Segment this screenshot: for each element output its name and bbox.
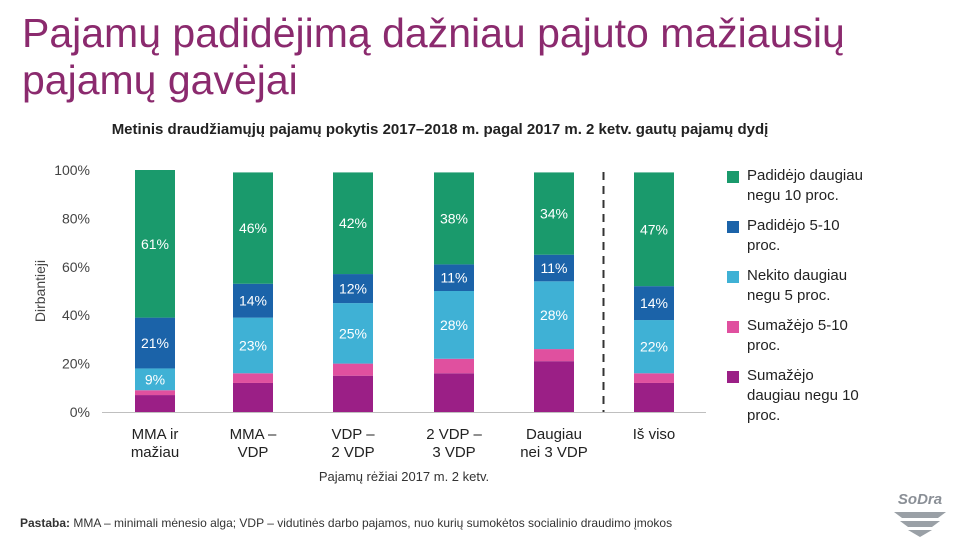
y-tick-label: 40% bbox=[62, 307, 90, 323]
x-tick-label: nei 3 VDP bbox=[520, 444, 588, 461]
data-label: 14% bbox=[640, 295, 668, 311]
bar-segment bbox=[434, 373, 474, 412]
x-tick-label: VDP – bbox=[331, 426, 375, 443]
bar-segment bbox=[135, 395, 175, 412]
legend-label: Sumažėjo daugiau negu 10 proc. bbox=[747, 367, 859, 424]
bar-segment bbox=[634, 382, 674, 412]
y-tick-label: 100% bbox=[54, 162, 90, 178]
bar-segment bbox=[333, 375, 373, 412]
legend-item: Nekito daugiau negu 5 proc. bbox=[727, 266, 937, 312]
legend-label: Padidėjo daugiau negu 10 proc. bbox=[747, 167, 863, 204]
data-label: 25% bbox=[339, 325, 367, 341]
bar-segment bbox=[434, 291, 474, 359]
bar-segment bbox=[233, 317, 273, 374]
data-label: 11% bbox=[441, 270, 468, 286]
bar-segment bbox=[135, 170, 175, 318]
x-tick-label: 2 VDP – bbox=[426, 426, 482, 443]
legend-swatch bbox=[727, 221, 739, 233]
bar-segment bbox=[135, 390, 175, 396]
footnote-text: MMA – minimali mėnesio alga; VDP – vidut… bbox=[70, 516, 673, 530]
data-label: 61% bbox=[141, 236, 169, 252]
legend-item: Padidėjo 5-10 proc. bbox=[727, 216, 937, 262]
legend-swatch bbox=[727, 271, 739, 283]
y-tick-label: 0% bbox=[70, 404, 90, 420]
bar-segment bbox=[534, 349, 574, 362]
data-label: 42% bbox=[339, 215, 367, 231]
chart-title: Metinis draudžiamųjų pajamų pokytis 2017… bbox=[111, 121, 769, 138]
y-tick-label: 20% bbox=[62, 356, 90, 372]
bar-segment bbox=[135, 368, 175, 391]
data-label: 46% bbox=[239, 220, 267, 236]
bar-segment bbox=[634, 286, 674, 321]
slide-title: Pajamų padidėjimą dažniau pajuto mažiaus… bbox=[22, 10, 845, 103]
data-label: 9% bbox=[145, 371, 165, 387]
legend-label: Nekito daugiau negu 5 proc. bbox=[747, 267, 848, 304]
y-tick-label: 60% bbox=[62, 259, 90, 275]
bar-segment bbox=[333, 363, 373, 376]
legend-label: Sumažėjo 5-10 proc. bbox=[747, 317, 848, 354]
x-axis-label: Pajamų rėžiai 2017 m. 2 ketv. bbox=[319, 469, 489, 484]
data-label: 38% bbox=[440, 210, 468, 226]
legend-item: Sumažėjo daugiau negu 10 proc. bbox=[727, 366, 937, 424]
bar-segment bbox=[534, 254, 574, 282]
bar-segment bbox=[634, 172, 674, 287]
svg-text:SoDra: SoDra bbox=[898, 491, 942, 508]
x-tick-label: 2 VDP bbox=[331, 444, 374, 461]
x-tick-label: mažiau bbox=[131, 444, 179, 461]
legend-swatch bbox=[727, 321, 739, 333]
footnote: Pastaba: MMA – minimali mėnesio alga; VD… bbox=[20, 516, 672, 530]
legend-swatch bbox=[727, 371, 739, 383]
bar-segment bbox=[434, 358, 474, 374]
legend-item: Padidėjo daugiau negu 10 proc. bbox=[727, 166, 937, 212]
x-tick-label: 3 VDP bbox=[432, 444, 475, 461]
sodra-logo: SoDra bbox=[894, 491, 946, 537]
x-tick-label: Iš viso bbox=[633, 426, 676, 443]
data-label: 12% bbox=[339, 281, 367, 297]
data-label: 21% bbox=[141, 335, 169, 351]
data-label: 22% bbox=[640, 339, 668, 355]
bar-segment bbox=[534, 281, 574, 350]
bar-segment bbox=[634, 373, 674, 383]
y-axis-label: Dirbantieji bbox=[32, 260, 48, 322]
bar-segment bbox=[434, 264, 474, 291]
bar-segment bbox=[233, 172, 273, 284]
footnote-label: Pastaba: bbox=[20, 516, 71, 530]
data-label: 11% bbox=[541, 260, 568, 276]
data-label: 14% bbox=[239, 293, 267, 309]
bar-segment bbox=[333, 274, 373, 304]
x-tick-label: VDP bbox=[238, 444, 269, 461]
bar-segment bbox=[534, 361, 574, 412]
legend-swatch bbox=[727, 171, 739, 183]
bar-segment bbox=[333, 172, 373, 275]
bar-segment bbox=[434, 172, 474, 265]
bar-segment bbox=[534, 172, 574, 255]
bar-segment bbox=[634, 320, 674, 374]
legend-label: Padidėjo 5-10 proc. bbox=[747, 217, 840, 254]
data-label: 28% bbox=[440, 317, 468, 333]
data-label: 23% bbox=[239, 337, 267, 353]
x-tick-label: Daugiau bbox=[526, 426, 582, 443]
data-label: 34% bbox=[540, 206, 568, 222]
bar-segment bbox=[233, 373, 273, 383]
legend-item: Sumažėjo 5-10 proc. bbox=[727, 316, 937, 362]
x-tick-label: MMA – bbox=[230, 426, 277, 443]
bar-segment bbox=[233, 283, 273, 318]
bar-segment bbox=[135, 317, 175, 369]
y-tick-label: 80% bbox=[62, 210, 90, 226]
data-label: 28% bbox=[540, 307, 568, 323]
bar-segment bbox=[333, 303, 373, 364]
bar-segment bbox=[233, 382, 273, 412]
data-label: 47% bbox=[640, 221, 668, 237]
x-tick-label: MMA ir bbox=[132, 426, 179, 443]
